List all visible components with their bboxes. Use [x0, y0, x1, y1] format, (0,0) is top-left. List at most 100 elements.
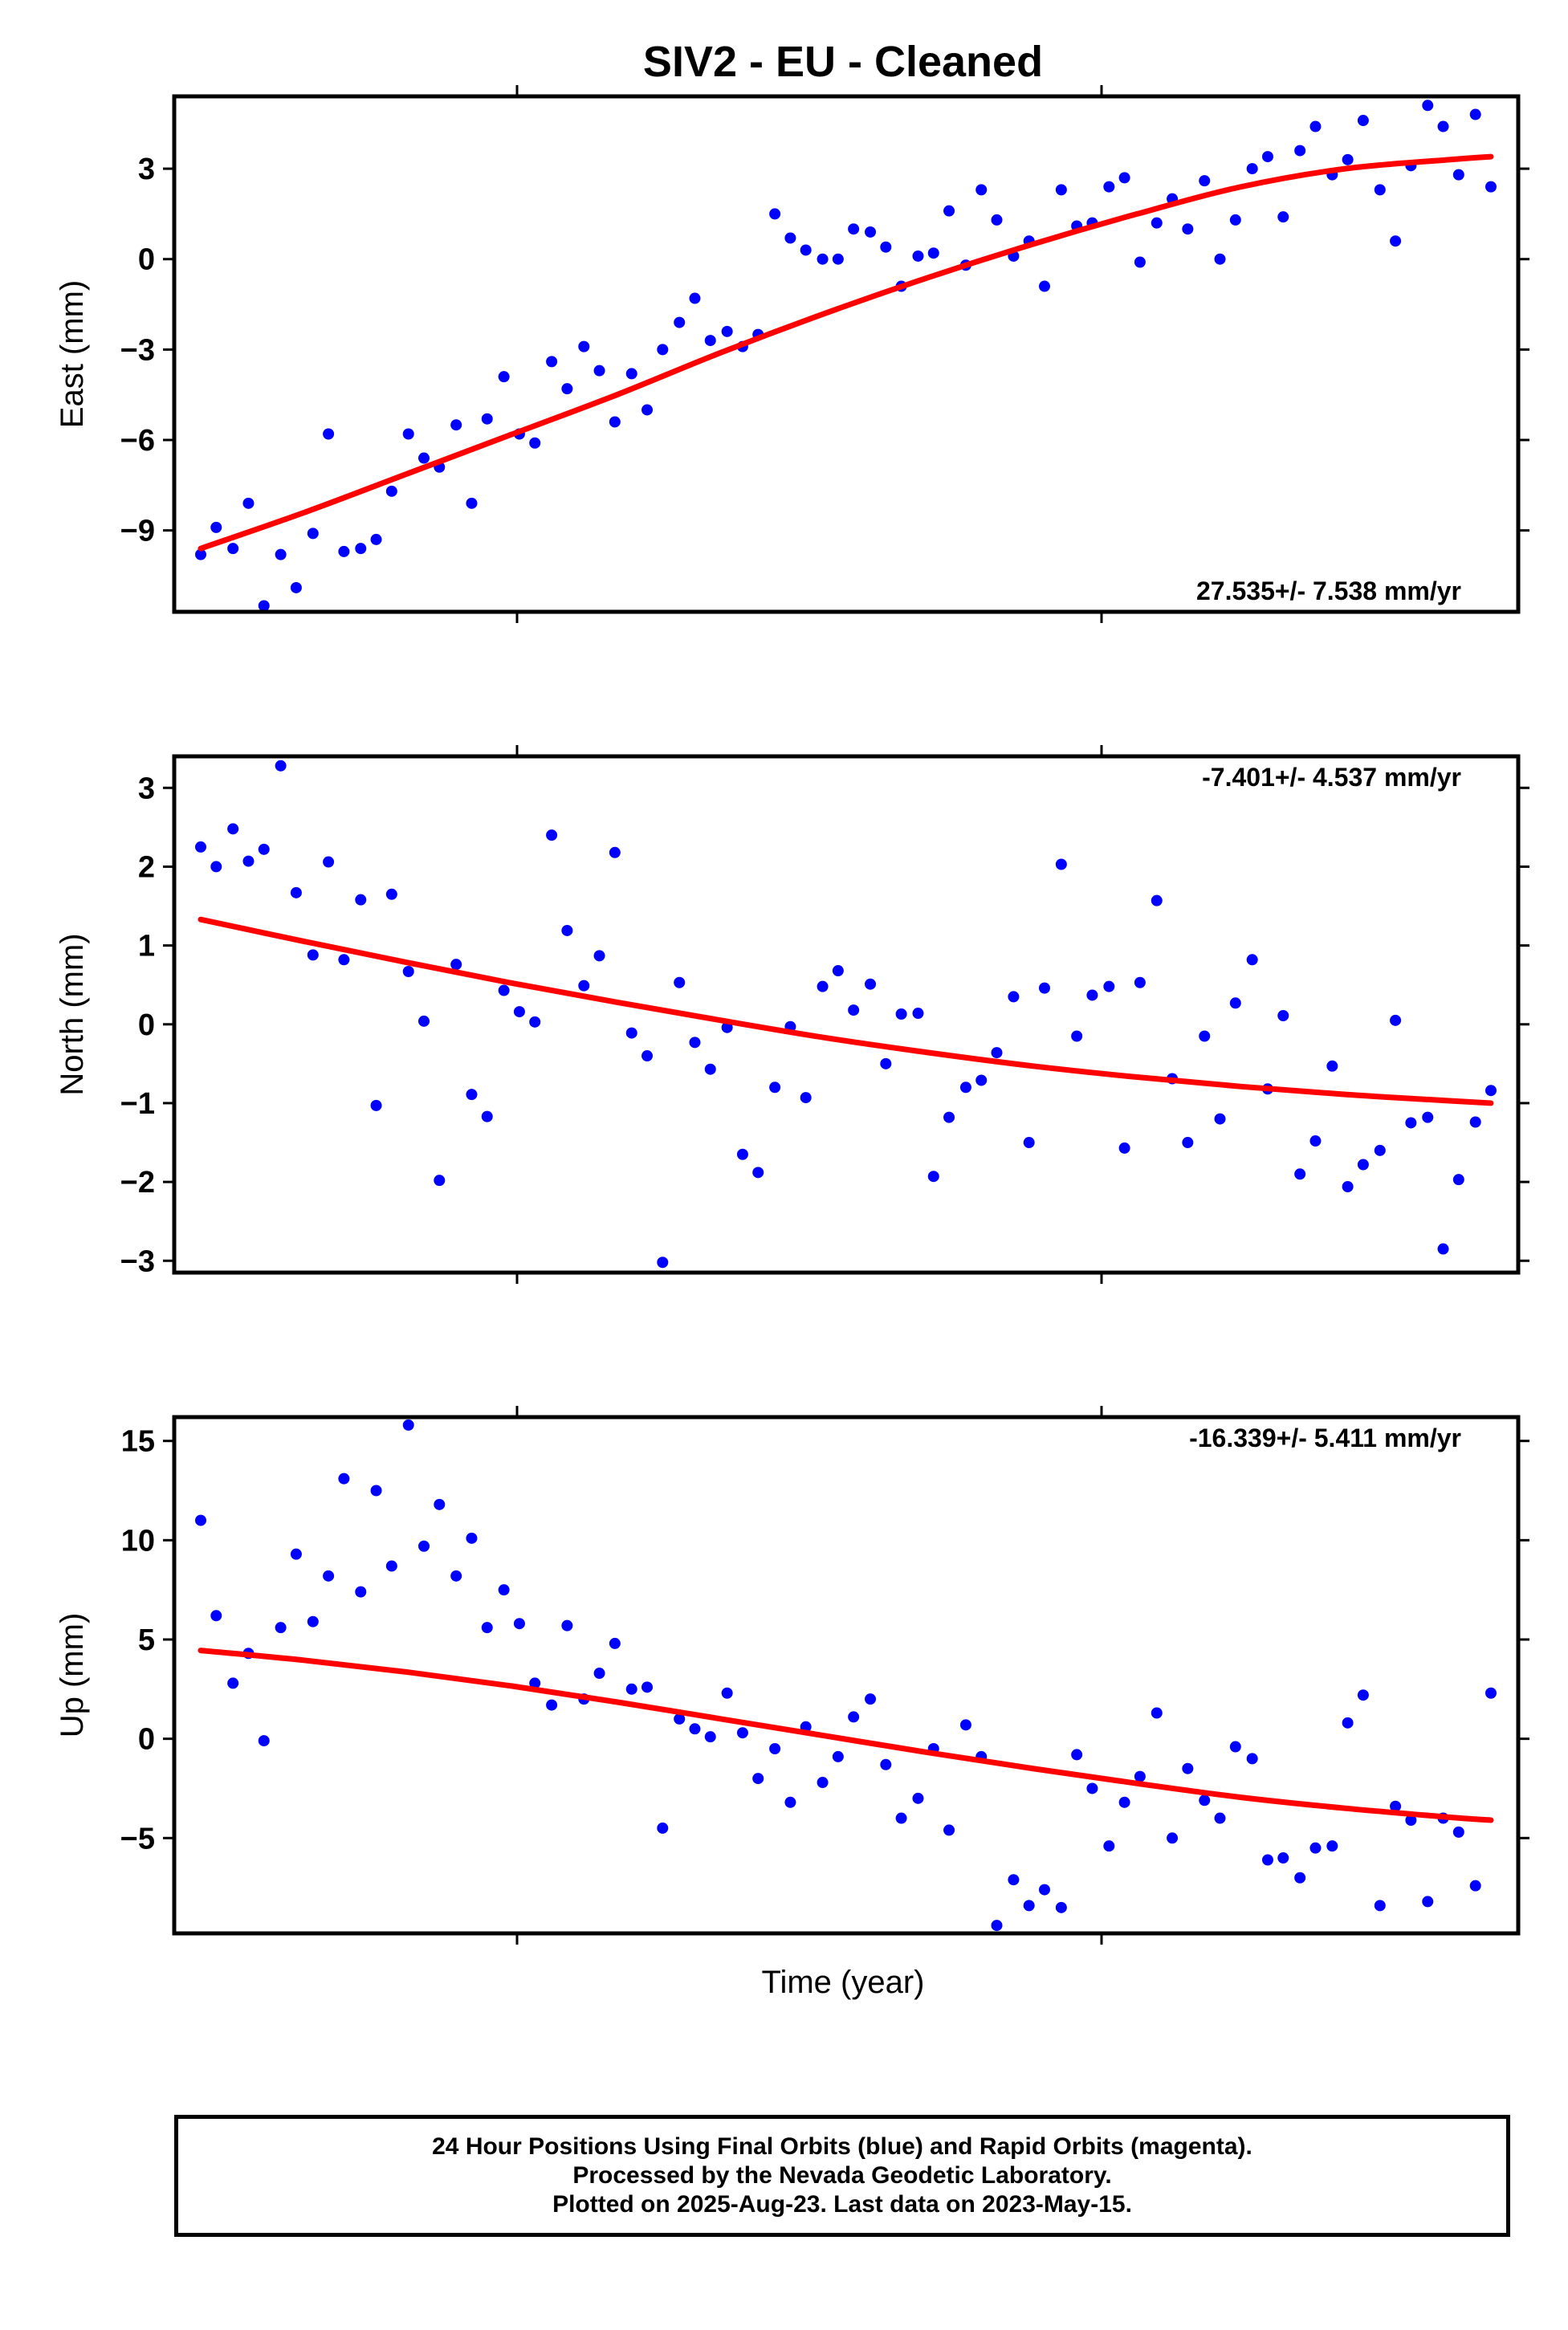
data-point	[561, 1619, 573, 1631]
data-point	[561, 383, 573, 395]
data-point	[865, 1693, 877, 1705]
data-point	[1294, 1872, 1306, 1884]
data-point	[1008, 1874, 1020, 1886]
data-point	[1199, 1794, 1211, 1807]
data-point	[1469, 1116, 1481, 1128]
data-point	[1422, 100, 1434, 112]
footer-box: 24 Hour Positions Using Final Orbits (bl…	[174, 2115, 1510, 2237]
data-point	[943, 1111, 955, 1123]
data-point	[832, 253, 844, 265]
data-point	[434, 1498, 446, 1510]
data-point	[1103, 980, 1115, 992]
data-point	[258, 843, 270, 855]
data-point	[832, 965, 844, 977]
data-point	[1214, 1812, 1226, 1824]
data-point	[800, 244, 812, 256]
data-point	[832, 1750, 844, 1762]
data-point	[1246, 1753, 1258, 1765]
data-point	[418, 452, 430, 464]
data-point	[865, 978, 877, 990]
data-point	[1277, 211, 1289, 223]
data-point	[895, 1812, 907, 1824]
data-point	[625, 1027, 637, 1039]
data-point	[1151, 1707, 1163, 1719]
data-point	[1342, 1180, 1354, 1192]
data-point	[1485, 181, 1497, 193]
data-point	[991, 1047, 1003, 1059]
data-point	[959, 1081, 971, 1094]
data-point	[609, 416, 621, 428]
data-point	[323, 428, 335, 440]
rate-label: 27.535+/- 7.538 mm/yr	[1196, 576, 1461, 605]
data-point	[323, 1570, 335, 1582]
data-point	[227, 1677, 239, 1689]
data-point	[355, 894, 367, 906]
data-point	[195, 1514, 206, 1526]
data-point	[578, 340, 590, 352]
data-point	[1452, 169, 1464, 181]
data-point	[385, 485, 397, 497]
data-point	[338, 1473, 350, 1485]
data-point	[338, 954, 350, 966]
data-point	[991, 1920, 1003, 1932]
data-point	[1246, 954, 1258, 966]
y-tick-label: 3	[138, 772, 155, 805]
data-point	[1342, 153, 1354, 165]
data-point	[275, 1622, 287, 1634]
data-point	[481, 1622, 493, 1634]
x-axis-label: Time (year)	[762, 1965, 925, 2000]
data-point	[1437, 120, 1449, 132]
data-point	[625, 368, 637, 380]
plot-area	[195, 1419, 1497, 1932]
data-point	[210, 521, 222, 533]
data-point	[1326, 1840, 1338, 1852]
data-point	[1214, 1113, 1226, 1125]
data-point	[466, 1089, 478, 1101]
data-point	[641, 1050, 654, 1062]
data-point	[943, 205, 955, 217]
data-point	[385, 888, 397, 900]
data-point	[1452, 1174, 1464, 1186]
data-point	[402, 428, 414, 440]
data-point	[513, 1006, 525, 1018]
data-point	[689, 292, 701, 304]
data-point	[1071, 1749, 1083, 1761]
y-tick-label: −1	[120, 1087, 155, 1121]
y-tick-label: 3	[138, 153, 155, 186]
data-point	[290, 1548, 302, 1560]
plot-area	[195, 760, 1497, 1269]
data-point	[609, 1637, 621, 1649]
data-point	[227, 823, 239, 835]
panel-frame	[172, 754, 1521, 1275]
data-point	[370, 1099, 382, 1111]
data-point	[848, 1004, 860, 1016]
data-point	[1008, 991, 1020, 1003]
data-point	[546, 356, 558, 368]
data-point	[1071, 1030, 1083, 1042]
data-point	[1103, 181, 1115, 193]
data-point	[1199, 175, 1211, 187]
data-point	[912, 1008, 924, 1020]
data-point	[1038, 280, 1050, 292]
data-point	[1151, 894, 1163, 906]
data-point	[1485, 1687, 1497, 1699]
data-point	[290, 581, 302, 593]
data-point	[1151, 217, 1163, 229]
data-point	[1038, 982, 1050, 994]
data-point	[498, 371, 510, 383]
data-point	[1118, 1142, 1130, 1154]
data-point	[674, 1713, 686, 1725]
data-point	[689, 1723, 701, 1735]
data-point	[323, 856, 335, 868]
data-point	[1437, 1243, 1449, 1255]
data-point	[546, 829, 558, 841]
data-point	[657, 1822, 669, 1834]
data-point	[1134, 256, 1146, 268]
data-point	[1134, 976, 1146, 988]
data-point	[848, 223, 860, 235]
y-tick-label: −3	[120, 333, 155, 367]
data-point	[1214, 253, 1226, 265]
panel-frame	[172, 1415, 1521, 1936]
data-point	[721, 325, 733, 337]
